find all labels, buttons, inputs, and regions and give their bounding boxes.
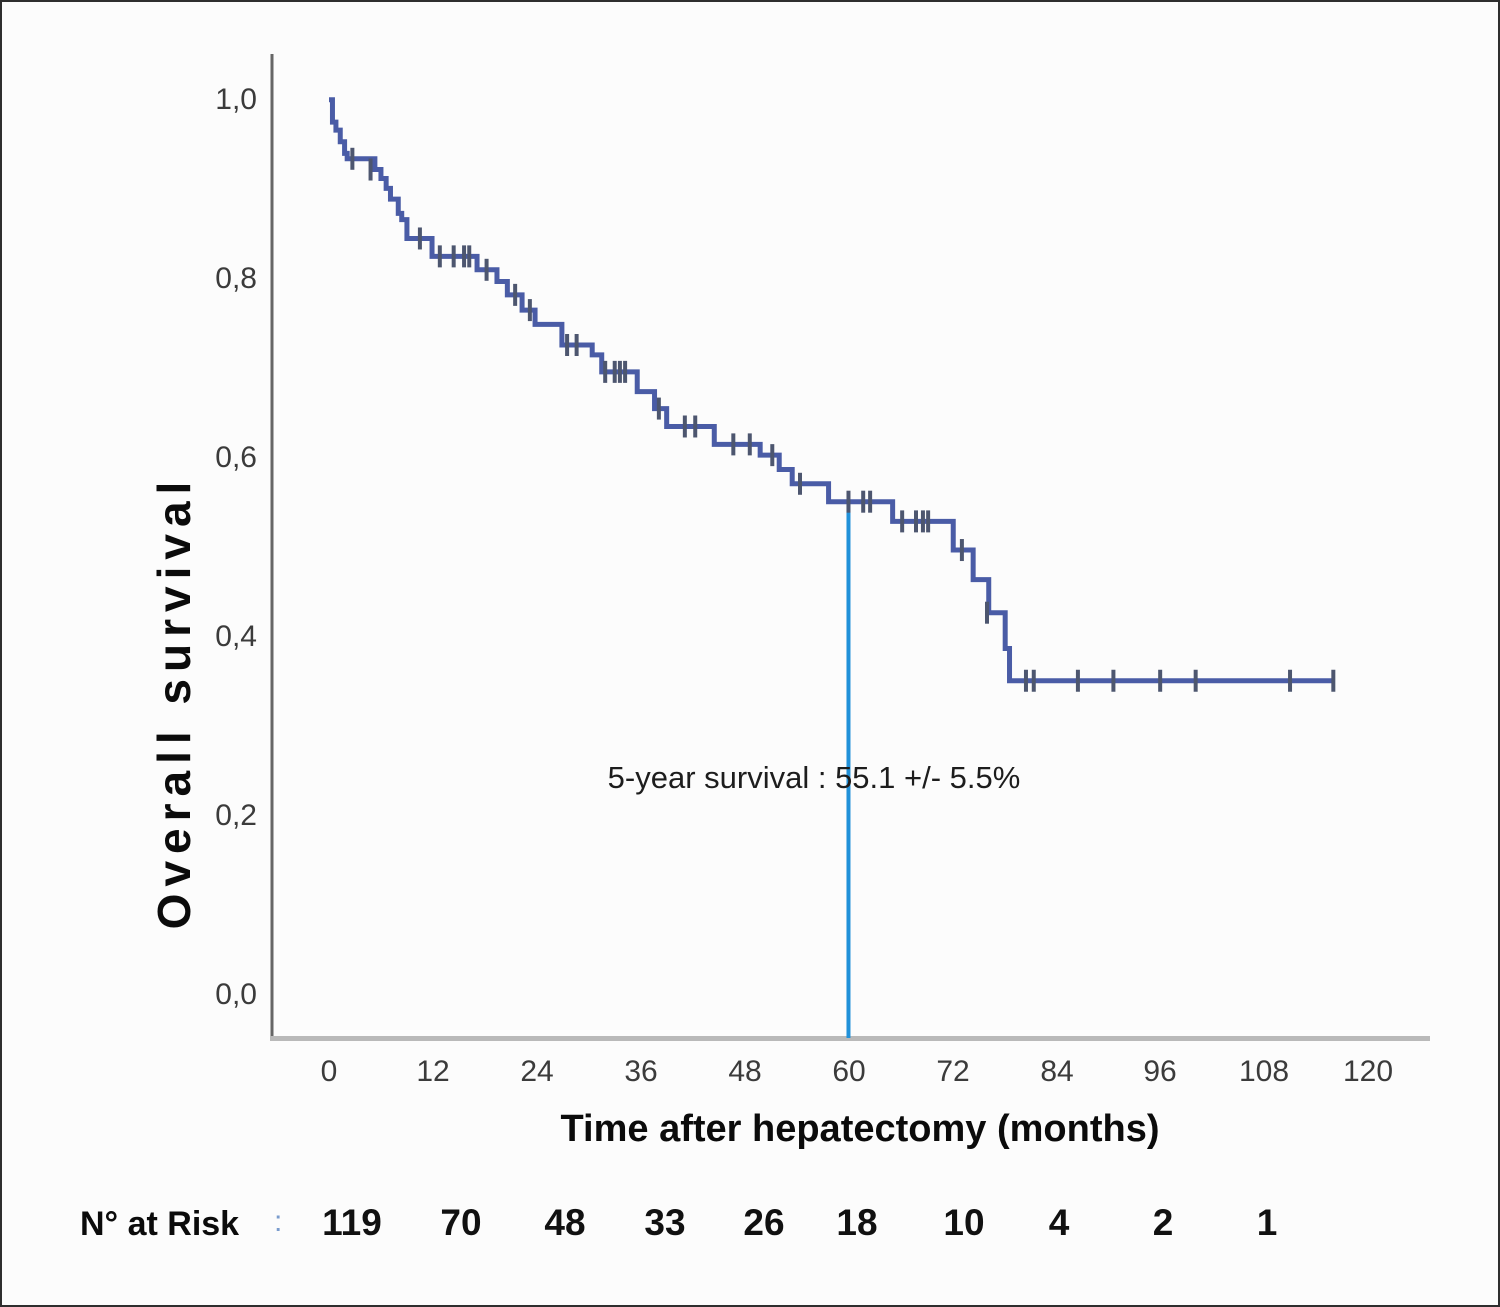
x-tick-label: 108: [1238, 1055, 1290, 1088]
risk-count: 70: [440, 1202, 482, 1243]
risk-count: 26: [743, 1202, 785, 1243]
y-tick-label: 0,2: [215, 799, 257, 832]
y-tick-label: 0,6: [215, 441, 257, 474]
x-tick-label: 96: [1143, 1055, 1177, 1088]
risk-table-label: N° at Risk: [80, 1205, 240, 1243]
risk-count: 10: [943, 1202, 985, 1243]
x-tick-label: 12: [416, 1055, 450, 1088]
x-axis-line: [270, 1036, 1430, 1041]
y-tick-label: 0,8: [215, 262, 257, 295]
x-tick-label: 0: [320, 1055, 338, 1088]
risk-table-separator: :: [274, 1205, 283, 1238]
risk-count: 18: [836, 1202, 878, 1243]
survival-curve: [329, 97, 1334, 684]
risk-count: 119: [322, 1202, 382, 1243]
risk-count: 4: [1048, 1202, 1070, 1243]
x-tick-label: 60: [832, 1055, 866, 1088]
x-tick-label: 84: [1040, 1055, 1074, 1088]
y-tick-label: 1,0: [215, 83, 257, 116]
annotation-5yr-survival: 5-year survival : 55.1 +/- 5.5%: [607, 760, 1021, 795]
x-axis-title: Time after hepatectomy (months): [560, 1108, 1160, 1150]
y-axis-title: Overall survival: [148, 474, 200, 930]
y-tick-label: 0,4: [215, 620, 257, 653]
x-tick-label: 36: [624, 1055, 658, 1088]
y-tick-label: 0,0: [215, 978, 257, 1011]
x-tick-label: 72: [936, 1055, 970, 1088]
risk-count: 48: [544, 1202, 586, 1243]
x-tick-label: 24: [520, 1055, 554, 1088]
risk-count: 2: [1152, 1202, 1174, 1243]
x-tick-label: 48: [728, 1055, 762, 1088]
x-tick-label: 120: [1342, 1055, 1394, 1088]
risk-count: 1: [1256, 1202, 1278, 1243]
risk-count: 33: [644, 1202, 686, 1243]
